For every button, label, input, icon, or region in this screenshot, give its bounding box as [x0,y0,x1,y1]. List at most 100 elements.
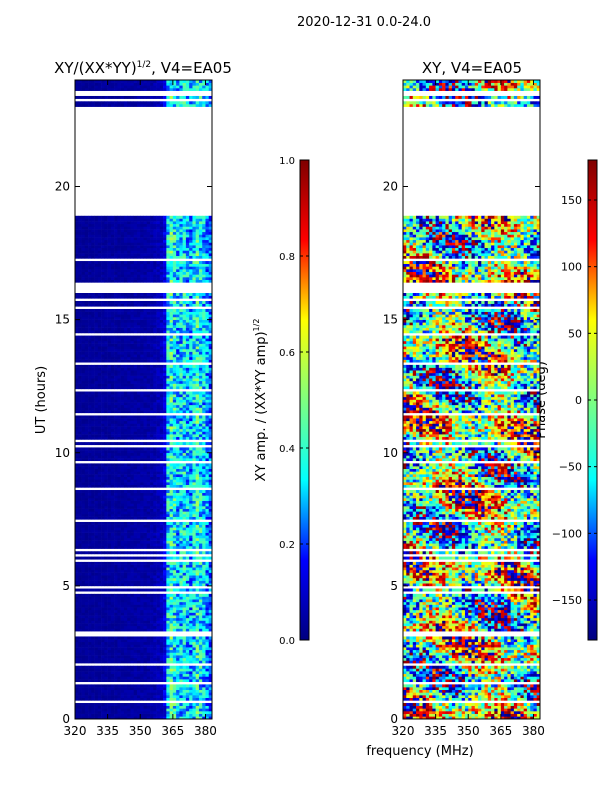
heatmap-cell [107,668,112,672]
heatmap-cell [91,354,95,358]
heatmap-cell [156,625,161,629]
heatmap-cell [189,482,193,485]
heatmap-cell [101,396,105,400]
heatmap-cell [114,615,118,619]
heatmap-cell [195,665,200,669]
heatmap-cell [133,434,138,438]
heatmap-cell [176,511,180,515]
heatmap-cell [156,644,161,648]
heatmap-cell [156,697,161,701]
heatmap-cell [205,564,210,568]
heatmap-cell [104,708,108,712]
heatmap-cell [120,471,125,475]
heatmap-cell [143,476,148,480]
heatmap-cell [163,537,167,541]
heatmap-cell [192,527,196,531]
heatmap-cell [192,508,196,512]
heatmap-cell [150,479,154,483]
heatmap-cell [179,423,183,427]
heatmap-cell [179,508,183,512]
heatmap-cell [136,647,141,651]
heatmap-cell [143,513,148,517]
heatmap-cell [205,601,210,605]
heatmap-cell [75,593,79,597]
heatmap-cell [146,588,151,592]
heatmap-cell [205,636,210,640]
heatmap-cell [159,697,164,701]
heatmap-cell [117,537,121,541]
heatmap-cell [153,572,157,576]
heatmap-cell [117,354,121,358]
heatmap-cell [136,466,141,470]
heatmap-cell [136,644,141,648]
heatmap-cell [97,410,102,414]
heatmap-cell [189,644,193,648]
heatmap-cell [146,431,151,435]
heatmap-cell [91,607,95,611]
heatmap-cell [84,692,89,696]
heatmap-cell [78,529,82,533]
heatmap-cell [91,583,95,587]
heatmap-cell [195,423,200,427]
heatmap-cell [88,604,92,608]
heatmap-cell [179,458,183,462]
heatmap-cell [159,516,164,520]
heatmap-cell [130,545,135,549]
heatmap-cell [88,689,92,693]
heatmap-cell [136,625,141,629]
heatmap-cell [123,391,128,395]
heatmap-cell [146,364,151,368]
heatmap-cell [169,447,174,451]
heatmap-cell [104,378,108,382]
heatmap-cell [117,511,121,515]
heatmap-cell [153,623,157,627]
heatmap-cell [130,394,135,398]
heatmap-cell [185,620,190,624]
heatmap-cell [97,612,102,616]
heatmap-cell [136,359,141,363]
heatmap-cell [185,529,190,533]
heatmap-cell [114,647,118,651]
heatmap-cell [94,399,99,403]
heatmap-cell [97,386,102,390]
heatmap-cell [101,420,105,424]
heatmap-cell [140,511,144,515]
heatmap-cell [127,396,131,400]
heatmap-cell [166,628,170,632]
heatmap-cell [195,668,200,672]
heatmap-cell [156,399,161,403]
heatmap-cell [159,577,164,581]
heatmap-cell [179,359,183,363]
heatmap-cell [78,569,82,573]
heatmap-cell [195,564,200,568]
heatmap-cell [208,596,213,600]
heatmap-cell [120,657,125,661]
heatmap-cell [189,474,193,478]
heatmap-cell [163,527,167,531]
heatmap-cell [169,551,174,555]
heatmap-cell [110,532,115,536]
heatmap-cell [140,535,144,539]
heatmap-cell [104,511,108,515]
heatmap-cell [169,692,174,696]
heatmap-cell [140,655,144,659]
heatmap-cell [123,356,128,360]
heatmap-cell [169,615,174,619]
heatmap-cell [94,442,99,446]
heatmap-cell [195,516,200,520]
heatmap-cell [169,713,174,717]
heatmap-cell [130,407,135,411]
heatmap-cell [114,604,118,608]
heatmap-cell [130,431,135,435]
heatmap-cell [169,370,174,374]
heatmap-cell [101,620,105,624]
heatmap-cell [81,601,86,605]
heatmap-cell [156,583,161,587]
heatmap-cell [163,551,167,555]
heatmap-cell [117,580,121,584]
heatmap-cell [153,463,157,467]
heatmap-cell [202,617,206,621]
heatmap-cell [136,524,141,528]
heatmap-cell [185,428,190,432]
heatmap-cell [75,407,79,411]
